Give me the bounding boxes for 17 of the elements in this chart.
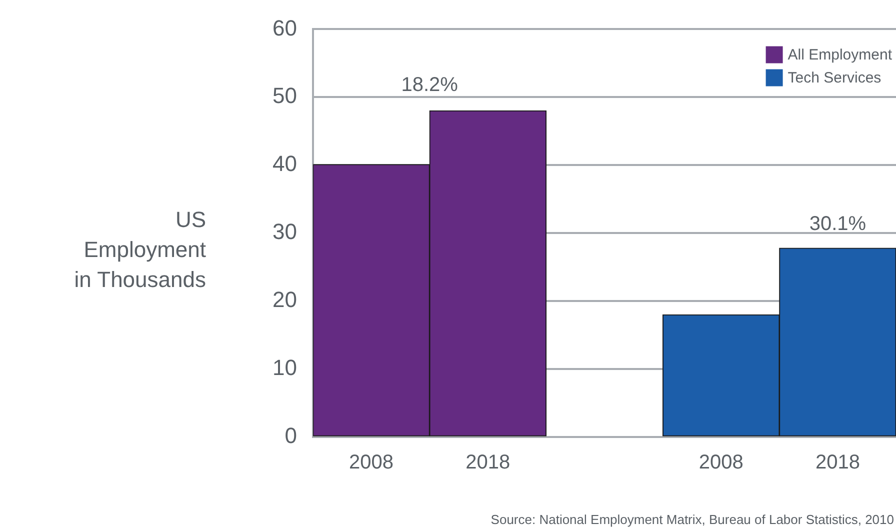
x-tick-label: 2008: [698, 452, 744, 474]
x-tick-label: 2008: [349, 452, 394, 474]
y-tick-label: 0: [284, 423, 297, 448]
y-tick-label: 50: [272, 83, 297, 108]
legend-label: Tech Services: [788, 69, 882, 86]
source-note: Source: National Employment Matrix, Bureau of Labor Statistics, 2010: [490, 512, 894, 527]
y-axis-title: US Employment in Thousands: [73, 206, 206, 294]
annotation: 18.2%: [401, 74, 458, 96]
y-tick-label: 40: [272, 151, 297, 176]
y-tick-label: 20: [272, 287, 297, 312]
y-tick-label: 10: [272, 355, 297, 380]
legend-label: All Employment: [788, 46, 893, 64]
x-tick-label: 2018: [466, 452, 510, 474]
x-tick-label: 2018: [815, 452, 860, 474]
y-tick-label: 60: [272, 15, 297, 40]
y-tick-label: 30: [272, 219, 297, 244]
annotation: 30.1%: [809, 213, 866, 236]
